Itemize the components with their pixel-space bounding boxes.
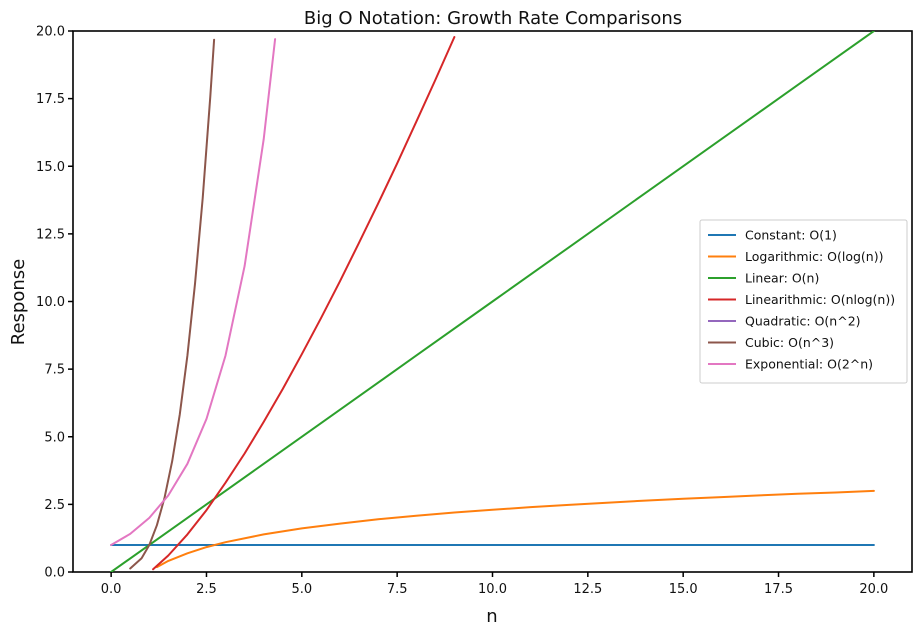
- x-tick-label: 12.5: [573, 582, 602, 597]
- x-tick-label: 17.5: [764, 582, 793, 597]
- y-tick-label: 15.0: [36, 160, 65, 175]
- legend-label-4: Quadratic: O(n^2): [745, 314, 861, 329]
- y-tick-label: 12.5: [36, 227, 65, 242]
- series-line-2: [110, 31, 875, 572]
- legend-items: Constant: O(1) Logarithmic: O(log(n)) Line…: [708, 228, 895, 372]
- x-tick-label: 2.5: [196, 582, 217, 597]
- x-tick-label: 5.0: [291, 582, 312, 597]
- x-tick-label: 20.0: [859, 582, 888, 597]
- plot-series: [110, 31, 875, 572]
- legend-label-2: Linear: O(n): [745, 271, 819, 286]
- y-tick-label: 10.0: [36, 295, 65, 310]
- y-tick-label: 17.5: [36, 92, 65, 107]
- y-axis-label: Response: [8, 259, 29, 345]
- series-line-1: [155, 489, 875, 569]
- legend: Constant: O(1) Logarithmic: O(log(n)) Line…: [699, 219, 908, 384]
- legend-label-6: Exponential: O(2^n): [745, 357, 873, 372]
- x-tick-label: 15.0: [669, 582, 698, 597]
- series-line-6: [110, 38, 277, 546]
- legend-label-1: Logarithmic: O(log(n)): [745, 249, 883, 264]
- y-tick-label: 7.5: [44, 363, 65, 378]
- legend-label-0: Constant: O(1): [745, 228, 837, 243]
- chart-title: Big O Notation: Growth Rate Comparisons: [304, 8, 682, 29]
- y-tick-label: 20.0: [36, 25, 65, 40]
- y-tick-label: 5.0: [44, 430, 65, 445]
- x-tick-label: 7.5: [387, 582, 408, 597]
- legend-box: [699, 219, 908, 384]
- axes-ticks: 0.0 2.5 5.0 7.5 10.0 12.5 15.0 17.5 20.0 0.0 2.5 5.…: [36, 25, 888, 598]
- legend-label-3: Linearithmic: O(nlog(n)): [745, 292, 895, 307]
- x-tick-label: 10.0: [478, 582, 507, 597]
- x-axis-label: n: [486, 606, 497, 627]
- series-line-5: [129, 38, 216, 570]
- legend-label-5: Cubic: O(n^3): [745, 335, 834, 350]
- series-line-3: [152, 36, 456, 571]
- y-tick-label: 2.5: [44, 498, 65, 513]
- y-tick-label: 0.0: [44, 566, 65, 581]
- x-tick-label: 0.0: [101, 582, 122, 597]
